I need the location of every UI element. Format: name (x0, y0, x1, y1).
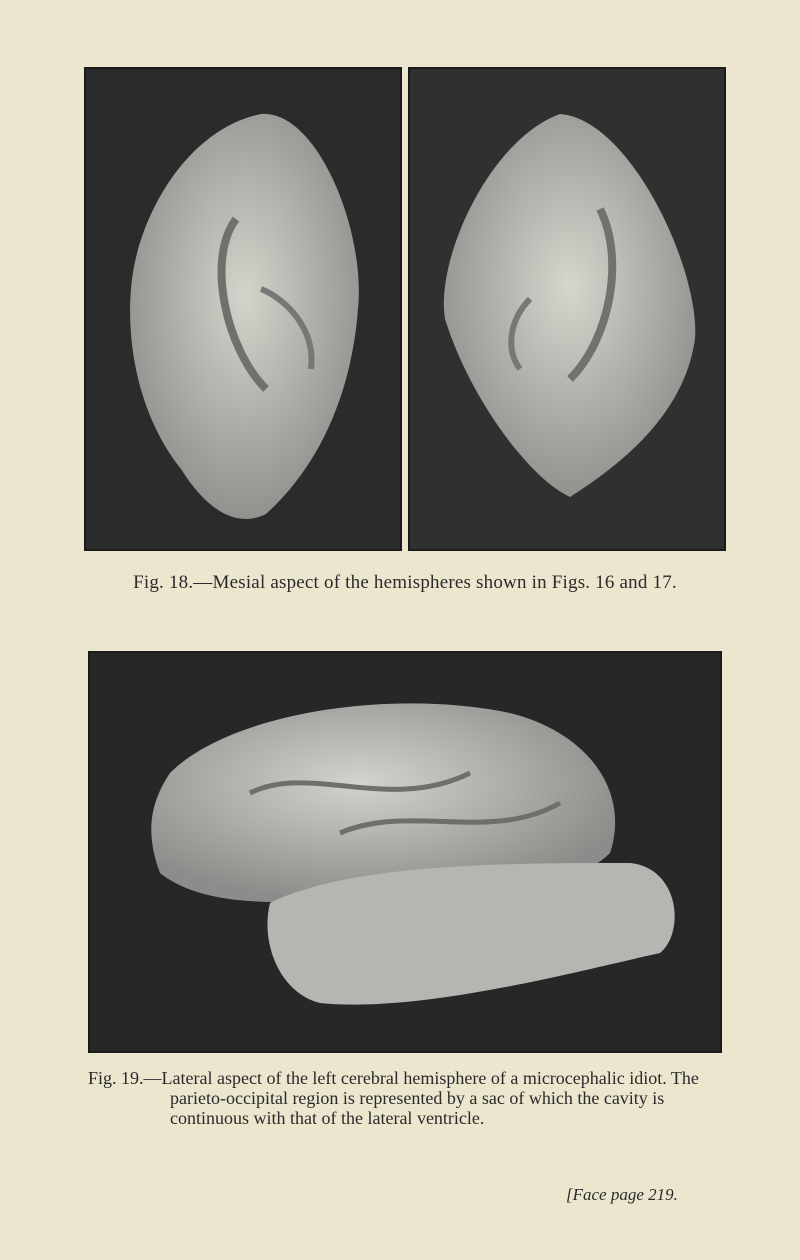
brain-image (410, 69, 724, 549)
figure-caption: Fig. 19.—Lateral aspect of the left cere… (88, 1068, 699, 1128)
photo-fig18-right (408, 67, 726, 551)
page-footer: [Face page 219. (566, 1185, 678, 1204)
brain-image (86, 69, 400, 549)
figure-caption: Fig. 18.—Mesial aspect of the hemisphere… (133, 572, 677, 593)
photo-fig19 (88, 651, 722, 1053)
brain-image (90, 653, 720, 1051)
photo-fig18-left (84, 67, 402, 551)
